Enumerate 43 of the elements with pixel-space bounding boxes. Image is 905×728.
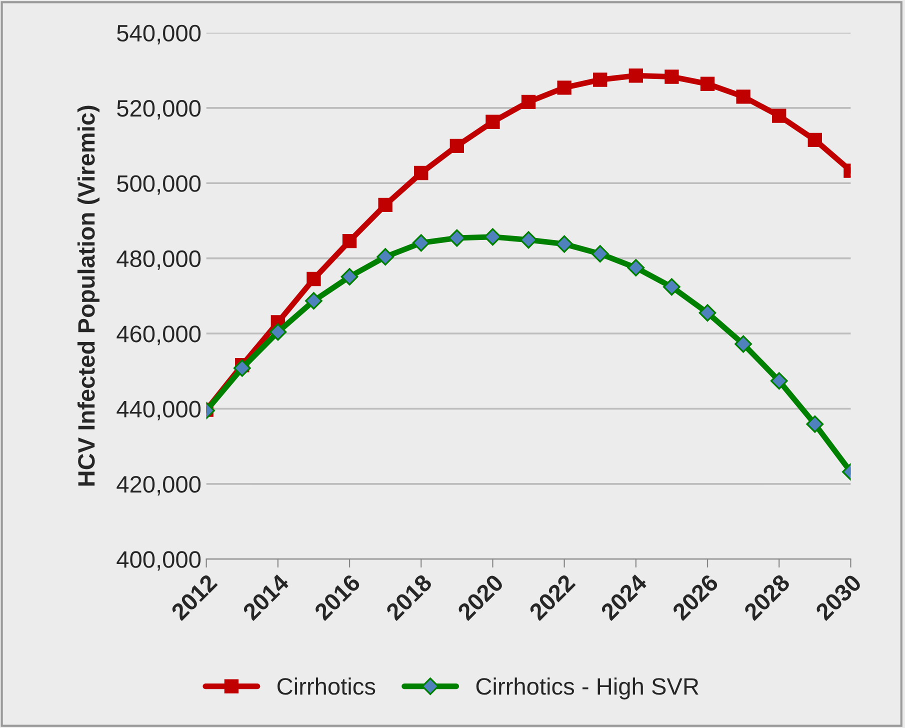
point — [233, 359, 251, 377]
point — [736, 90, 750, 104]
point — [628, 68, 643, 83]
point — [450, 138, 464, 154]
point — [305, 292, 322, 310]
point — [486, 114, 500, 129]
point — [664, 70, 679, 84]
legend-label: Cirrhotics — [278, 677, 376, 695]
point — [378, 198, 392, 212]
y-axis-title: HCV Infected Population (Viremic) — [77, 106, 100, 486]
point — [484, 228, 502, 246]
point — [269, 323, 287, 341]
point — [700, 76, 715, 91]
y-tick-label: 520,000 — [117, 100, 201, 120]
point — [342, 234, 357, 248]
point — [340, 268, 358, 286]
point — [698, 304, 716, 322]
point — [806, 415, 824, 433]
point — [412, 234, 430, 252]
y-tick-label: 460,000 — [116, 326, 201, 346]
point — [663, 278, 680, 296]
point — [591, 245, 609, 263]
point — [808, 132, 822, 147]
y-tick-label: 420,000 — [116, 476, 201, 496]
point — [772, 108, 786, 123]
y-tick-label: 400,000 — [116, 551, 201, 571]
legend-label: Cirrhotics - High SVR — [476, 677, 698, 700]
y-tick-label: 500,000 — [117, 175, 201, 195]
point — [770, 372, 788, 390]
y-tick-label: 440,000 — [116, 400, 201, 420]
point — [306, 272, 321, 286]
point — [448, 229, 466, 247]
point — [556, 235, 574, 253]
point — [414, 166, 428, 180]
point — [734, 335, 752, 353]
point — [376, 248, 394, 266]
point — [627, 259, 645, 276]
y-tick-label: 540,000 — [117, 24, 201, 44]
point — [521, 94, 536, 110]
point — [520, 231, 538, 249]
point — [593, 72, 608, 87]
point — [557, 80, 572, 95]
y-tick-label: 480,000 — [116, 250, 201, 270]
